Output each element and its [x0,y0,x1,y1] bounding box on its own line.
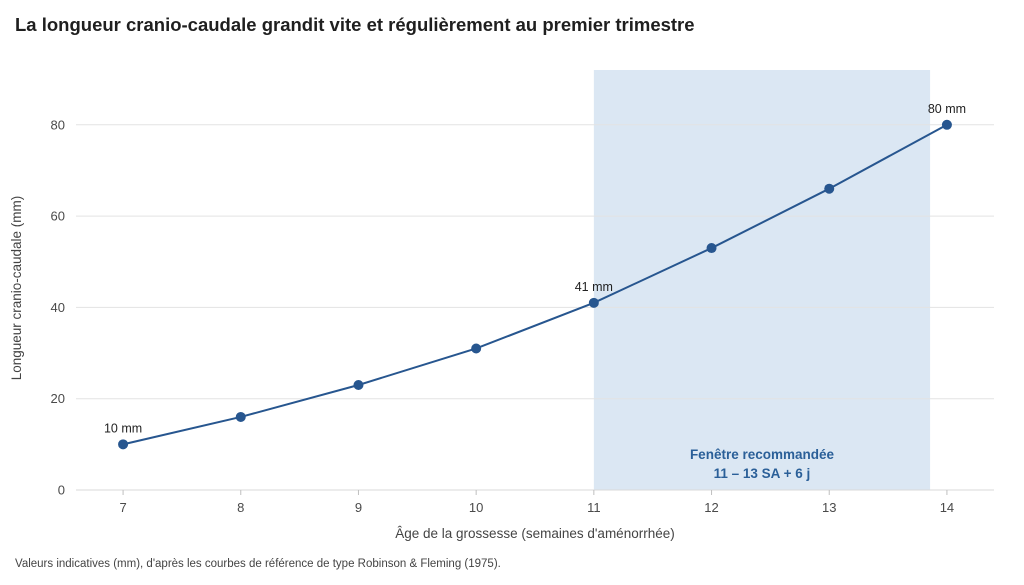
data-point [118,439,129,450]
data-point [824,183,835,194]
data-label: 80 mm [928,102,966,116]
y-tick-label: 40 [51,300,65,315]
x-tick-label: 10 [469,500,483,515]
data-point [235,411,246,422]
data-label: 10 mm [104,421,142,435]
recommended-window-band [593,70,931,490]
data-point [706,243,717,254]
x-tick-label: 7 [119,500,126,515]
data-point [353,380,364,390]
series-layer [118,119,952,450]
y-tick-label: 60 [51,209,65,224]
data-point [941,119,952,130]
axis-layer: 0 20 40 60 80 7 8 9 10 11 12 13 14 Âge de la grossess… [9,117,994,541]
y-axis-title: Longueur cranio-caudale (mm) [9,196,24,381]
x-tick-label: 9 [355,500,362,515]
x-tick-label: 8 [237,500,244,515]
data-label: 41 mm [575,280,613,294]
series-line [122,123,948,446]
x-tick-label: 12 [704,500,718,515]
x-axis-title: Âge de la grossesse (semaines d'aménorrh… [395,526,674,541]
label-layer: Fenêtre recommandée 11 – 13 SA + 6 j 10 mm… [104,102,966,481]
x-tick-label: 14 [940,500,954,515]
y-tick-label: 80 [51,117,65,132]
highlight-band-layer [593,70,931,490]
y-tick-label: 0 [58,483,65,498]
x-tick-label: 13 [822,500,836,515]
chart-footnote: Valeurs indicatives (mm), d'après les co… [15,558,501,570]
chart-title: La longueur cranio-caudale grandit vite … [15,14,695,35]
line-chart: 0 20 40 60 80 7 8 9 10 11 12 13 14 Âge de la grossess… [9,70,994,541]
grid-layer [76,124,994,400]
y-tick-label: 20 [51,391,65,406]
data-point [471,343,482,354]
band-label-range: 11 – 13 SA + 6 j [714,466,811,481]
data-point [588,297,599,308]
x-tick-label: 11 [587,500,601,515]
band-label-title: Fenêtre recommandée [690,447,835,462]
